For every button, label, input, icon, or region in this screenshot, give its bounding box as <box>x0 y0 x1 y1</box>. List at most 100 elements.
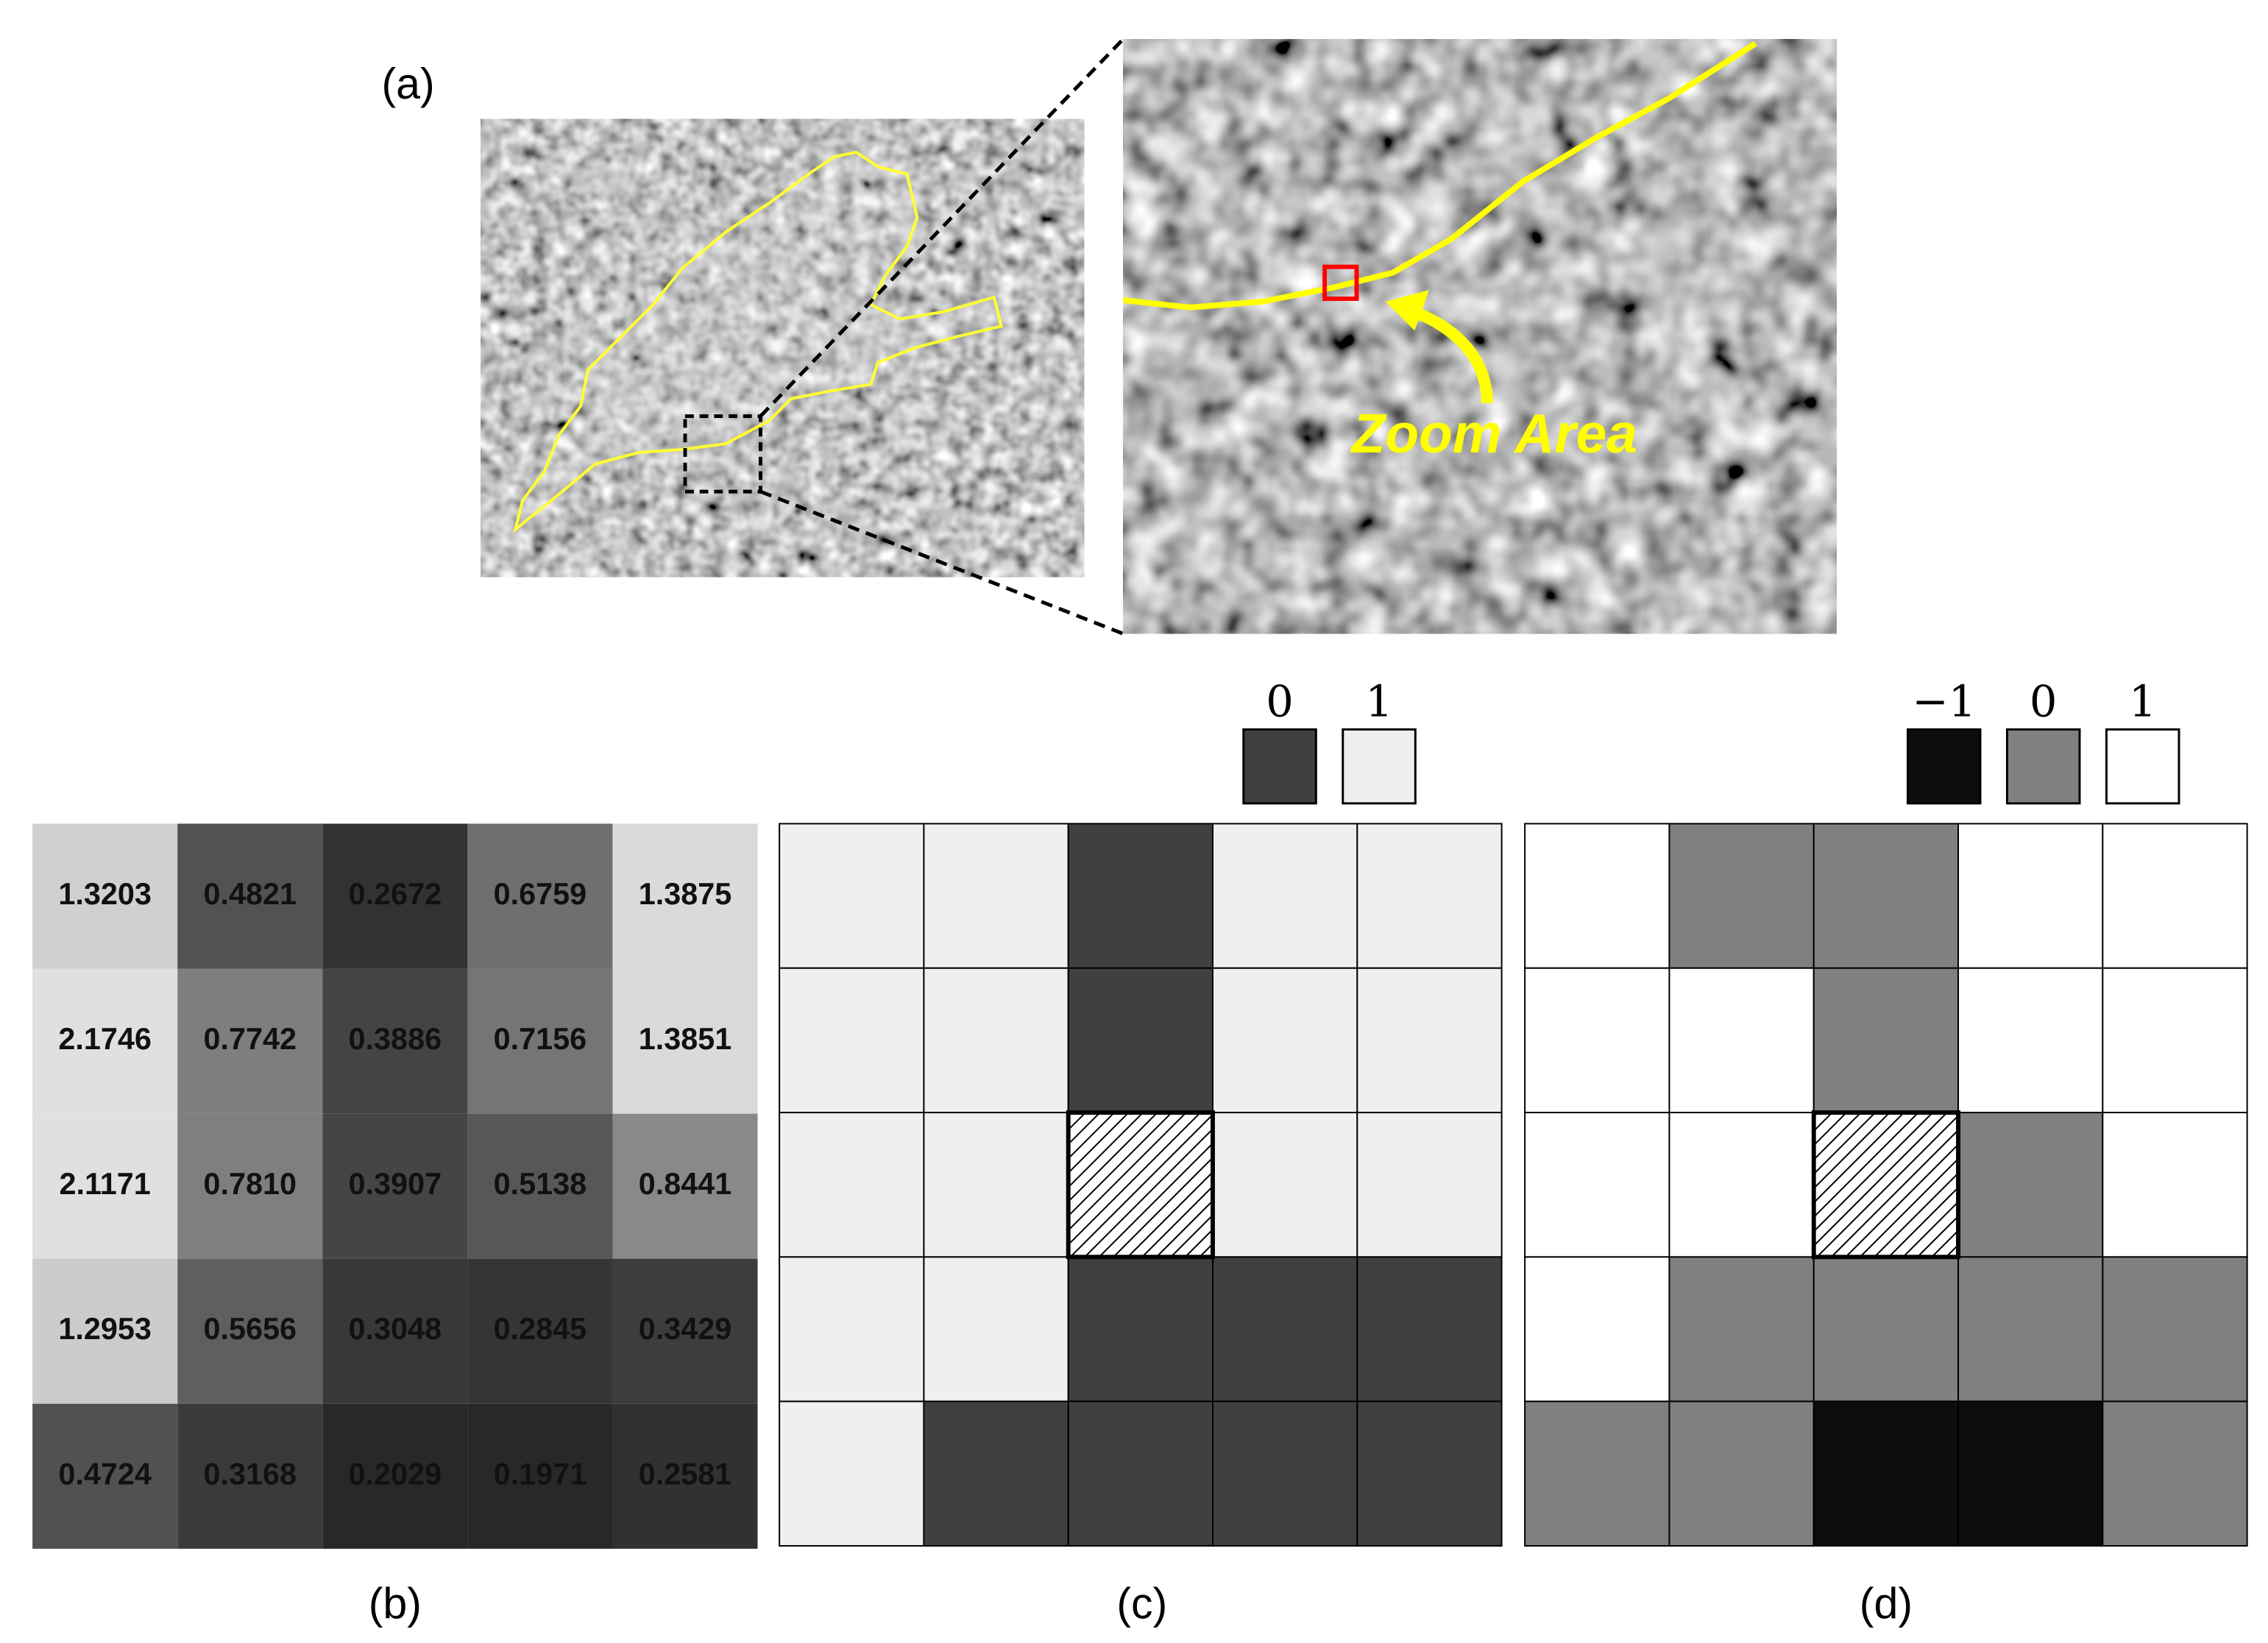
cell <box>1067 1400 1214 1547</box>
cell-value: 0.8441 <box>639 1167 732 1201</box>
cell <box>32 968 178 1114</box>
legend-swatch <box>1242 728 1317 805</box>
cell <box>467 1113 613 1259</box>
cell <box>779 1112 925 1258</box>
cell-value: 2.1746 <box>58 1022 152 1056</box>
cell <box>1668 1400 1815 1547</box>
cell-value: 0.6759 <box>494 877 587 911</box>
legend-swatch <box>2105 728 2180 805</box>
cell <box>1212 967 1358 1114</box>
cell <box>923 1112 1069 1258</box>
cell-value: 0.3429 <box>639 1312 732 1346</box>
cell <box>923 1400 1069 1547</box>
cell <box>612 1258 758 1404</box>
cell-value: 0.7156 <box>494 1022 587 1056</box>
cell <box>1524 1400 1670 1547</box>
zoom-line <box>759 38 1124 418</box>
cell-value: 2.1171 <box>60 1167 151 1201</box>
cell <box>322 823 468 969</box>
cell <box>1067 823 1214 969</box>
cell <box>322 1403 468 1549</box>
urban-boundary <box>513 150 1004 533</box>
cell-value: 0.3886 <box>349 1022 442 1056</box>
cell <box>2102 967 2248 1114</box>
cell <box>1212 823 1358 969</box>
cell <box>923 967 1069 1114</box>
cell <box>779 1256 925 1402</box>
legend-label: 1 <box>2129 675 2157 726</box>
arrow-head <box>1385 290 1430 331</box>
cell-value: 0.2581 <box>639 1457 732 1491</box>
panel-label: (a) <box>381 59 434 108</box>
pixel-marker <box>1322 264 1359 301</box>
cell-value: 0.2029 <box>349 1457 442 1491</box>
legend-swatch <box>1906 728 1982 805</box>
panel-label: (c) <box>1116 1578 1167 1628</box>
cell <box>1668 1112 1815 1258</box>
cell <box>32 1258 178 1404</box>
cell-value: 0.3907 <box>349 1167 442 1201</box>
cell <box>2102 1112 2248 1258</box>
cell-value: 0.2845 <box>494 1312 587 1346</box>
cell <box>923 823 1069 969</box>
cell-value: 1.3851 <box>639 1022 732 1056</box>
cell <box>612 823 758 969</box>
cell <box>1212 1256 1358 1402</box>
cell <box>1957 1256 2104 1402</box>
cell <box>467 1403 613 1549</box>
cell <box>1356 967 1503 1114</box>
cell <box>2102 1256 2248 1402</box>
legend-label: 1 <box>1365 675 1393 726</box>
center-cell <box>1811 1110 1961 1260</box>
cell-value: 1.3875 <box>639 877 732 911</box>
cell-value: 0.3168 <box>203 1457 297 1491</box>
cell <box>1812 823 1960 969</box>
cell <box>1957 967 2104 1114</box>
cell-value: 0.7742 <box>203 1022 297 1056</box>
cell <box>1668 823 1815 969</box>
cell <box>612 1403 758 1549</box>
cell <box>1212 1112 1358 1258</box>
cell <box>467 1258 613 1404</box>
cell <box>1356 823 1503 969</box>
cell <box>32 1113 178 1259</box>
cell <box>1067 1256 1214 1402</box>
legend-label: 0 <box>2030 675 2058 726</box>
cell <box>467 823 613 969</box>
cell <box>1212 1400 1358 1547</box>
cell <box>1812 1400 1960 1547</box>
cell <box>779 823 925 969</box>
cell-value: 0.7810 <box>203 1167 297 1201</box>
cell <box>779 967 925 1114</box>
cell-value: 0.2672 <box>349 877 442 911</box>
annotation: Zoom Area <box>1350 402 1637 464</box>
cell <box>177 1113 323 1259</box>
cell-value: 0.5138 <box>494 1167 587 1201</box>
legend-swatch <box>1342 728 1417 805</box>
cell <box>2102 1400 2248 1547</box>
cell <box>1524 823 1670 969</box>
panel-label: (b) <box>369 1578 422 1628</box>
cell <box>32 823 178 969</box>
cell <box>322 1113 468 1259</box>
cell <box>467 968 613 1114</box>
cell <box>1668 967 1815 1114</box>
cell <box>1356 1400 1503 1547</box>
cell <box>1356 1256 1503 1402</box>
zoom-box <box>683 414 762 494</box>
legend-label: −1 <box>1912 675 1976 726</box>
cell <box>177 1258 323 1404</box>
cell <box>32 1403 178 1549</box>
cell <box>322 968 468 1114</box>
center-cell <box>1066 1110 1215 1260</box>
cell <box>1957 1112 2104 1258</box>
zoom-image <box>1123 39 1837 634</box>
cell <box>923 1256 1069 1402</box>
cell-value: 0.3048 <box>349 1312 442 1346</box>
cell <box>1812 967 1960 1114</box>
cell <box>177 968 323 1114</box>
cell <box>1957 1400 2104 1547</box>
cell-value: 0.4724 <box>58 1457 152 1491</box>
